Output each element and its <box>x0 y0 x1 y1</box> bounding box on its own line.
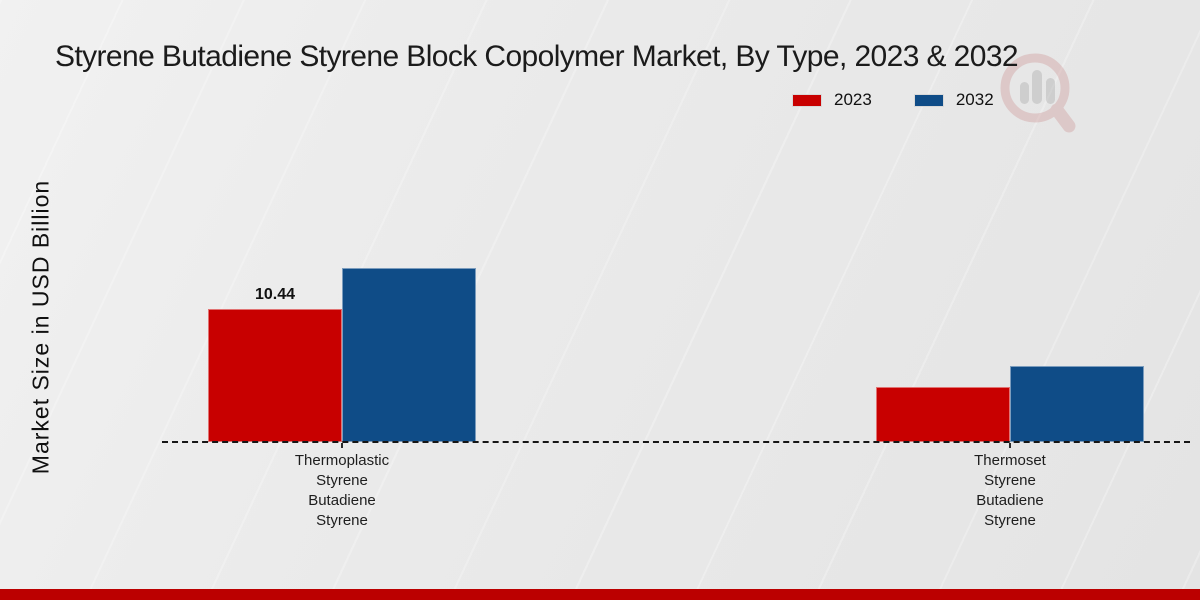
legend-item-2023: 2023 <box>792 90 872 110</box>
bar-2032-group0 <box>342 268 476 442</box>
bar-2023-group0 <box>208 309 342 442</box>
bar-value-label-2023-group0: 10.44 <box>254 286 296 303</box>
magnifier-bar-chart-logo-icon <box>1000 53 1076 133</box>
y-axis-label: Market Size in USD Billion <box>27 179 54 475</box>
x-axis-tick-group1 <box>1009 443 1011 448</box>
legend: 2023 2032 <box>792 90 994 110</box>
legend-swatch-2023 <box>792 93 822 107</box>
footer-accent-bar <box>0 589 1200 600</box>
bar-2032-group1 <box>1010 366 1144 442</box>
legend-label-2023: 2023 <box>834 90 872 109</box>
x-axis-baseline <box>162 441 1190 443</box>
category-label-group0: Thermoplastic Styrene Butadiene Styrene <box>294 452 390 529</box>
bar-2023-group1 <box>876 387 1010 442</box>
legend-label-2032: 2032 <box>955 90 994 109</box>
chart-title: Styrene Butadiene Styrene Block Copolyme… <box>55 40 1019 73</box>
legend-swatch-2032 <box>913 93 944 107</box>
legend-item-2032: 2032 <box>913 90 994 110</box>
x-axis-tick-group0 <box>341 443 343 448</box>
category-label-group1: Thermoset Styrene Butadiene Styrene <box>974 452 1046 529</box>
